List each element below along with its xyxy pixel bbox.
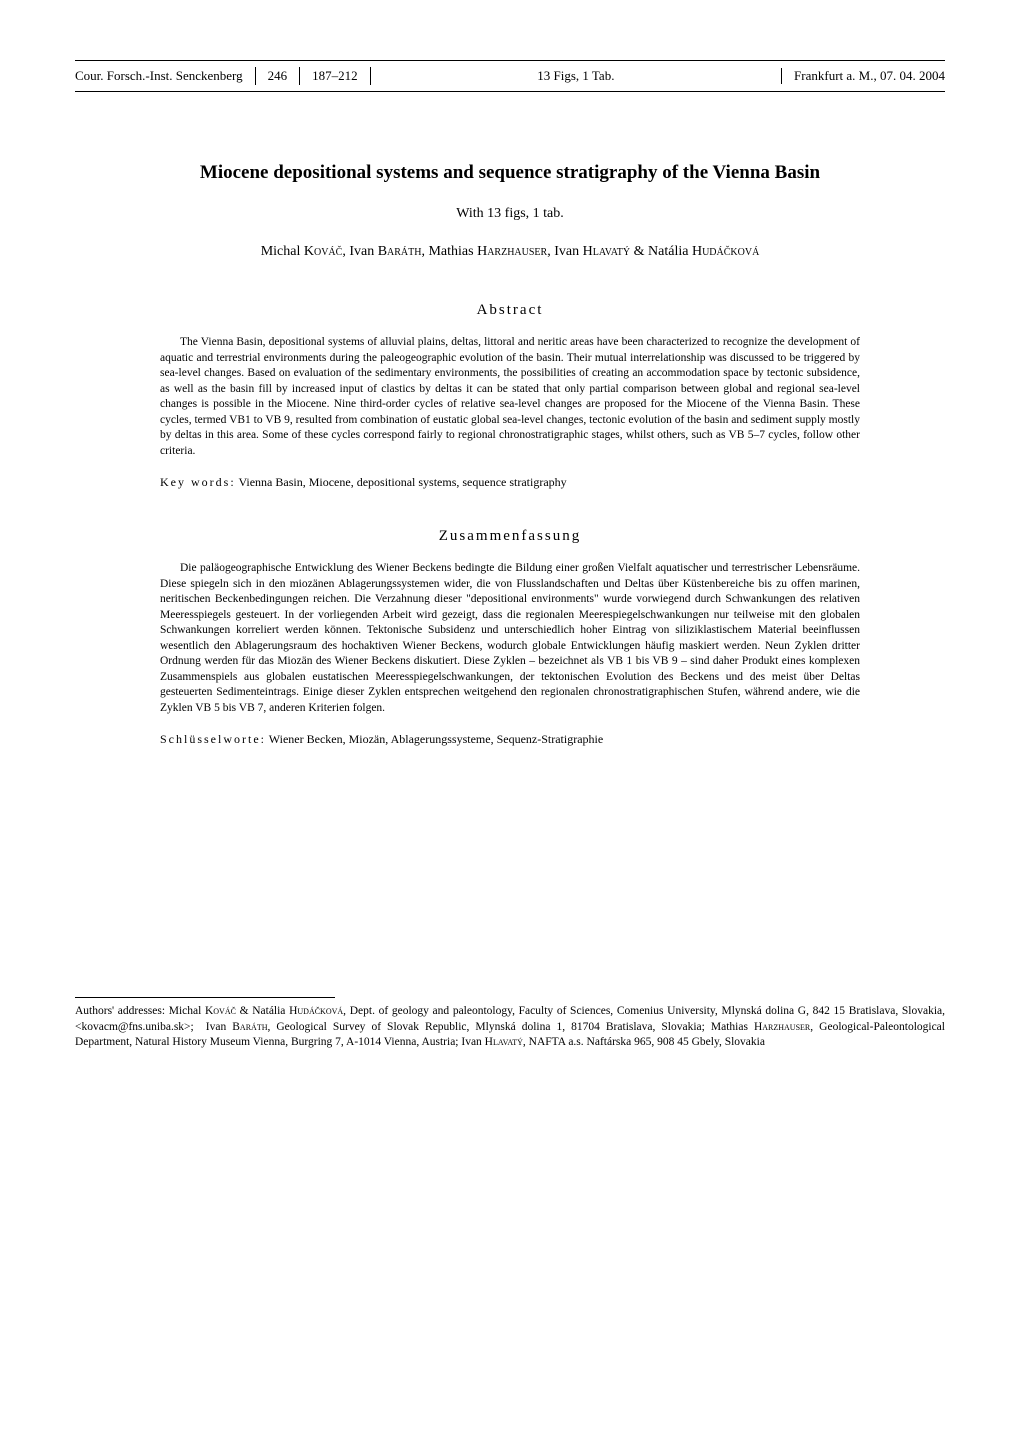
volume-number: 246	[256, 68, 300, 84]
footnote-rule	[75, 997, 335, 998]
journal-name: Cour. Forsch.-Inst. Senckenberg	[75, 68, 255, 84]
abstract-paragraph: The Vienna Basin, depositional systems o…	[160, 335, 860, 459]
schlusselworte-line: Schlüsselworte: Wiener Becken, Miozän, A…	[160, 732, 860, 747]
author-addresses: Authors' addresses: Michal Kováč & Natál…	[75, 1004, 945, 1051]
zusammenfassung-paragraph: Die paläogeographische Entwicklung des W…	[160, 561, 860, 716]
page-range: 187–212	[300, 68, 370, 84]
subtitle: With 13 figs, 1 tab.	[75, 206, 945, 222]
author-list: Michal Kováč, Ivan Baráth, Mathias Harzh…	[75, 244, 945, 260]
divider	[370, 67, 371, 85]
figs-tab-count: 13 Figs, 1 Tab.	[537, 68, 614, 84]
abstract-heading: Abstract	[75, 302, 945, 319]
schlusselworte-label: Schlüsselworte:	[160, 732, 266, 746]
page-header: Cour. Forsch.-Inst. Senckenberg 246 187–…	[75, 60, 945, 92]
header-left: Cour. Forsch.-Inst. Senckenberg 246 187–…	[75, 67, 371, 85]
keywords-label: Key words:	[160, 475, 236, 489]
abstract-text: The Vienna Basin, depositional systems o…	[160, 335, 860, 459]
zusammenfassung-text: Die paläogeographische Entwicklung des W…	[160, 561, 860, 716]
schlusselworte-text: Wiener Becken, Miozän, Ablagerungssystem…	[266, 732, 603, 746]
keywords-text: Vienna Basin, Miocene, depositional syst…	[236, 475, 567, 489]
keywords-line: Key words: Vienna Basin, Miocene, deposi…	[160, 475, 860, 490]
paper-title: Miocene depositional systems and sequenc…	[75, 162, 945, 184]
zusammenfassung-heading: Zusammenfassung	[75, 528, 945, 545]
place-date: Frankfurt a. M., 07. 04. 2004	[781, 68, 945, 84]
